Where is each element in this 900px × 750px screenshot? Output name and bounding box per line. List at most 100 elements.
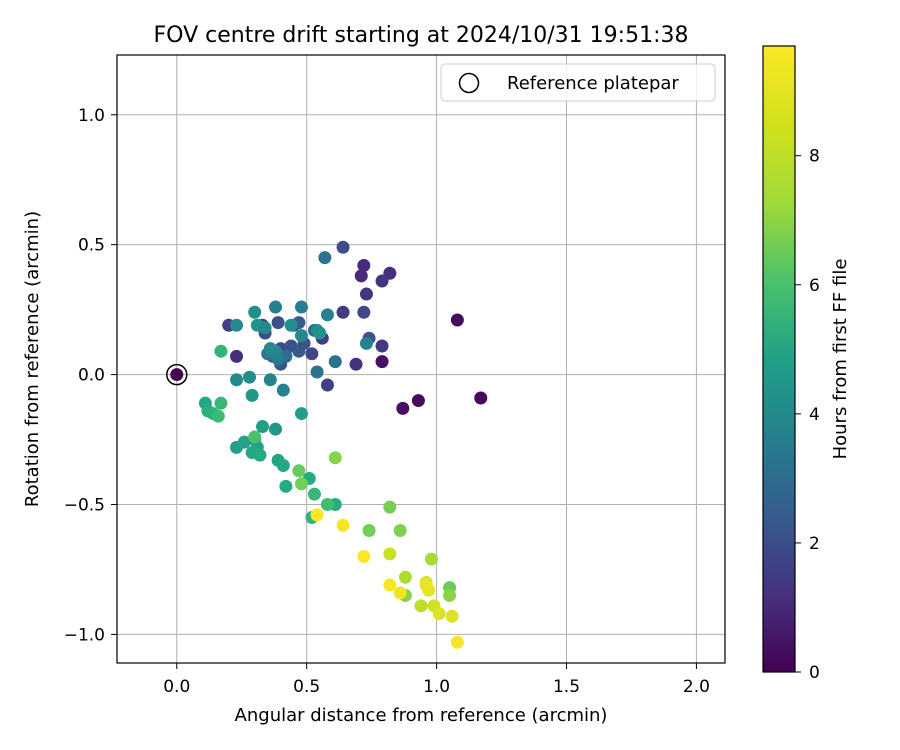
reference-data-point: [170, 368, 184, 382]
colorbar-ticks: 0 2 4 6 8: [795, 147, 820, 683]
data-point: [328, 451, 342, 465]
data-point: [393, 586, 407, 600]
data-point: [263, 342, 277, 356]
data-point: [214, 396, 228, 410]
data-point: [248, 305, 262, 319]
colorbar-label: Hours from first FF file: [830, 259, 851, 460]
legend-marker-reference-platepar: [458, 72, 480, 94]
data-point: [375, 274, 389, 288]
data-point: [349, 357, 363, 371]
data-point: [359, 336, 373, 350]
data-point: [320, 308, 334, 322]
x-axis-label: Angular distance from reference (arcmin): [235, 705, 608, 726]
data-point: [253, 448, 267, 462]
x-tick-label: 0.0: [163, 677, 190, 697]
data-point: [396, 401, 410, 415]
data-point: [310, 508, 324, 522]
data-point: [328, 355, 342, 369]
data-point: [443, 588, 457, 602]
data-point: [357, 258, 371, 272]
data-point: [445, 609, 459, 623]
data-point: [276, 383, 290, 397]
data-point: [414, 599, 428, 613]
legend-box: [440, 63, 716, 102]
data-point: [419, 578, 433, 592]
data-point: [383, 578, 397, 592]
x-tick-label: 0.5: [293, 677, 320, 697]
y-ticks: −1.0 −0.5 0.0 0.5 1.0: [64, 106, 117, 645]
data-point: [357, 549, 371, 563]
data-point: [432, 607, 446, 621]
colorbar: 0 2 4 6 8 Hours from first FF file: [762, 45, 851, 683]
reference-platepar-marker: [166, 363, 188, 386]
data-point: [357, 305, 371, 319]
data-point: [383, 500, 397, 514]
grid: [117, 55, 725, 663]
data-point: [279, 479, 293, 493]
data-point: [294, 300, 308, 314]
data-point: [424, 552, 438, 566]
data-point: [411, 394, 425, 408]
data-point: [307, 487, 321, 501]
data-point: [313, 326, 327, 340]
x-tick-label: 1.5: [553, 677, 580, 697]
data-point: [393, 523, 407, 537]
data-point: [398, 570, 412, 584]
data-point: [336, 240, 350, 254]
x-tick-label: 1.0: [423, 677, 450, 697]
data-points: [166, 240, 488, 649]
data-point: [450, 313, 464, 327]
data-point: [310, 365, 324, 379]
data-point: [336, 305, 350, 319]
data-point: [230, 349, 244, 363]
colorbar-gradient: [762, 45, 796, 673]
data-point: [294, 329, 308, 343]
colorbar-tick-label: 8: [809, 147, 820, 167]
chart-title: FOV centre drift starting at 2024/10/31 …: [154, 23, 689, 48]
data-point: [276, 459, 290, 473]
colorbar-tick-label: 0: [809, 663, 820, 683]
y-tick-label: −1.0: [64, 625, 105, 645]
data-point: [268, 422, 282, 436]
colorbar-tick-label: 2: [809, 534, 820, 554]
data-point: [354, 269, 368, 283]
data-point: [243, 370, 257, 384]
data-point: [268, 300, 282, 314]
plot-frame: [116, 54, 726, 664]
data-point: [214, 344, 228, 358]
colorbar-tick-label: 4: [809, 405, 820, 425]
data-point: [318, 251, 332, 265]
data-point: [230, 318, 244, 332]
data-point: [375, 355, 389, 369]
data-point: [271, 316, 285, 330]
data-point: [320, 378, 334, 392]
data-point: [336, 518, 350, 532]
data-point: [383, 547, 397, 561]
y-tick-label: 0.0: [78, 366, 105, 386]
data-point: [320, 498, 334, 512]
legend: Reference platepar: [440, 63, 716, 102]
colorbar-tick-label: 6: [809, 276, 820, 296]
data-point: [263, 373, 277, 387]
x-tick-label: 2.0: [683, 677, 710, 697]
data-point: [245, 388, 259, 402]
data-point: [258, 321, 272, 335]
data-point: [294, 477, 308, 491]
x-ticks: 0.0 0.5 1.0 1.5 2.0: [163, 663, 710, 697]
data-point: [362, 523, 376, 537]
y-tick-label: −0.5: [64, 496, 105, 516]
data-point: [230, 373, 244, 387]
data-point: [375, 339, 389, 353]
y-tick-label: 0.5: [78, 236, 105, 256]
data-point: [284, 318, 298, 332]
data-point: [211, 409, 225, 423]
legend-label-reference-platepar: Reference platepar: [507, 73, 679, 94]
data-point: [305, 347, 319, 361]
data-point: [474, 391, 488, 405]
data-point: [248, 430, 262, 444]
data-point: [292, 464, 306, 478]
y-tick-label: 1.0: [78, 106, 105, 126]
data-point: [294, 407, 308, 421]
data-point: [359, 287, 373, 301]
data-point: [256, 420, 270, 434]
